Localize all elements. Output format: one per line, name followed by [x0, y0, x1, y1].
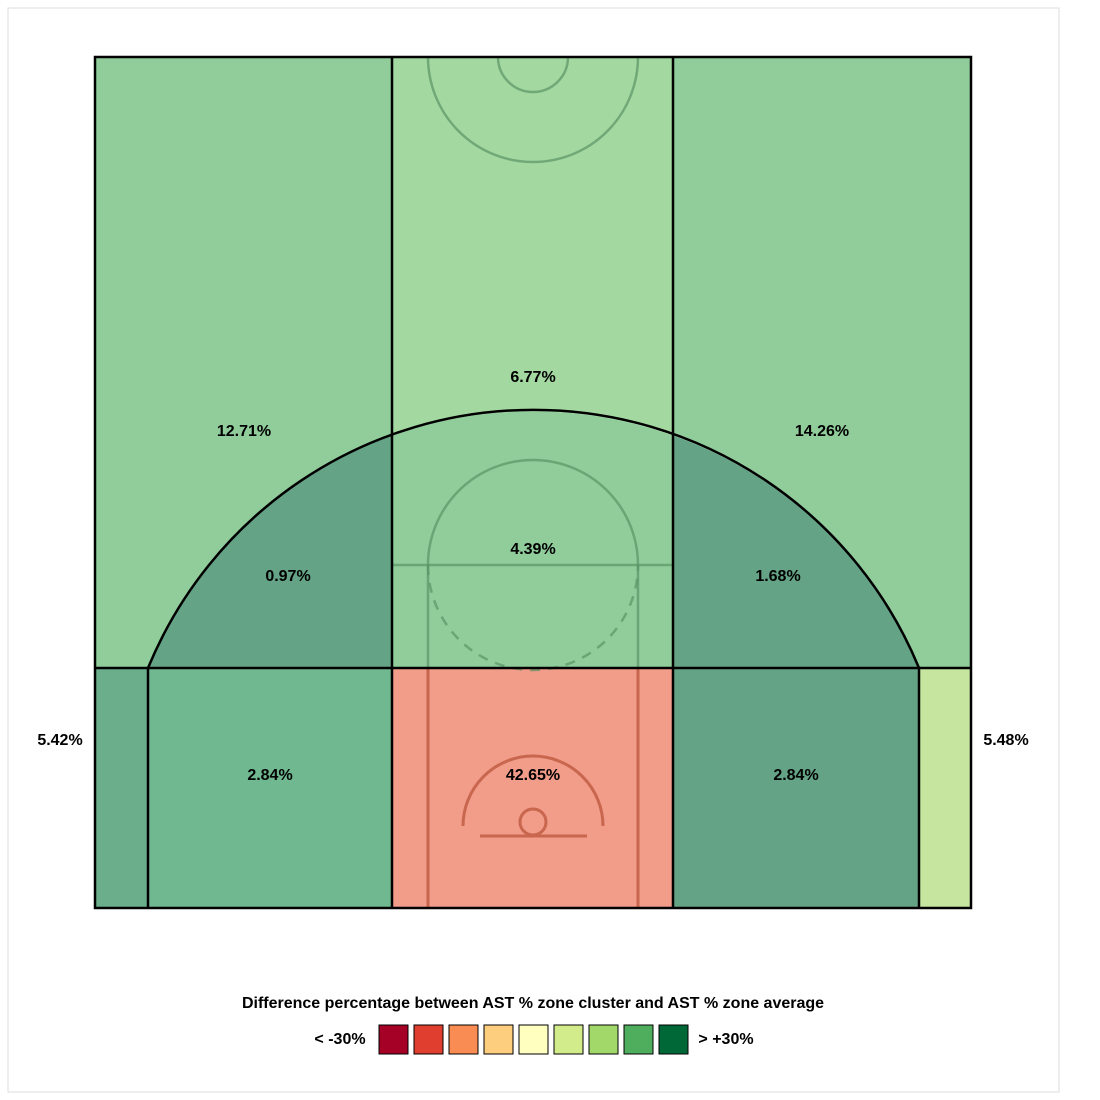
- legend-low: < -30%: [314, 1031, 365, 1048]
- legend-swatch: [553, 1024, 584, 1055]
- zone: [673, 435, 919, 668]
- zone-label: 0.97%: [265, 568, 310, 585]
- zone-label: 2.84%: [247, 767, 292, 784]
- zone: [392, 668, 673, 908]
- zone-label: 6.77%: [510, 369, 555, 386]
- zones: [95, 57, 971, 908]
- zone-borders: [93, 55, 973, 910]
- zone-label: 1.68%: [755, 568, 800, 585]
- zone: [148, 435, 392, 668]
- legend-swatch: [448, 1024, 479, 1055]
- legend-swatch: [483, 1024, 514, 1055]
- legend-swatch: [588, 1024, 619, 1055]
- legend-swatch: [378, 1024, 409, 1055]
- zone-label: 12.71%: [217, 423, 271, 440]
- zone: [673, 57, 971, 668]
- court-lines: [392, 56, 673, 908]
- zone: [392, 57, 673, 436]
- zone: [673, 668, 919, 908]
- legend-swatch: [413, 1024, 444, 1055]
- legend-high: > +30%: [698, 1031, 753, 1048]
- legend-swatch: [658, 1024, 689, 1055]
- zone-label: 4.39%: [510, 541, 555, 558]
- restricted-arc: [461, 754, 605, 827]
- zone: [392, 411, 673, 668]
- free-throw-dashed: [426, 564, 640, 672]
- zone: [95, 668, 148, 908]
- legend-swatch: [623, 1024, 654, 1055]
- legend-swatch: [518, 1024, 549, 1055]
- zone-label: 14.26%: [795, 423, 849, 440]
- zone-label: 2.84%: [773, 767, 818, 784]
- zone: [919, 668, 971, 908]
- zone-label: 5.48%: [983, 732, 1028, 749]
- labels: 12.71% 6.77% 14.26% 0.97% 4.39% 1.68% 5.42% 2.8…: [37, 369, 1028, 784]
- center-circle-outer: [426, 56, 640, 164]
- legend-title: Difference percentage between AST % zone…: [242, 995, 824, 1012]
- zone-label: 42.65%: [506, 767, 560, 784]
- center-circle: [496, 56, 570, 94]
- zone: [148, 668, 392, 908]
- free-throw-circle: [426, 458, 640, 566]
- legend: [378, 1024, 689, 1055]
- zone-label: 5.42%: [37, 732, 82, 749]
- zone: [95, 57, 392, 668]
